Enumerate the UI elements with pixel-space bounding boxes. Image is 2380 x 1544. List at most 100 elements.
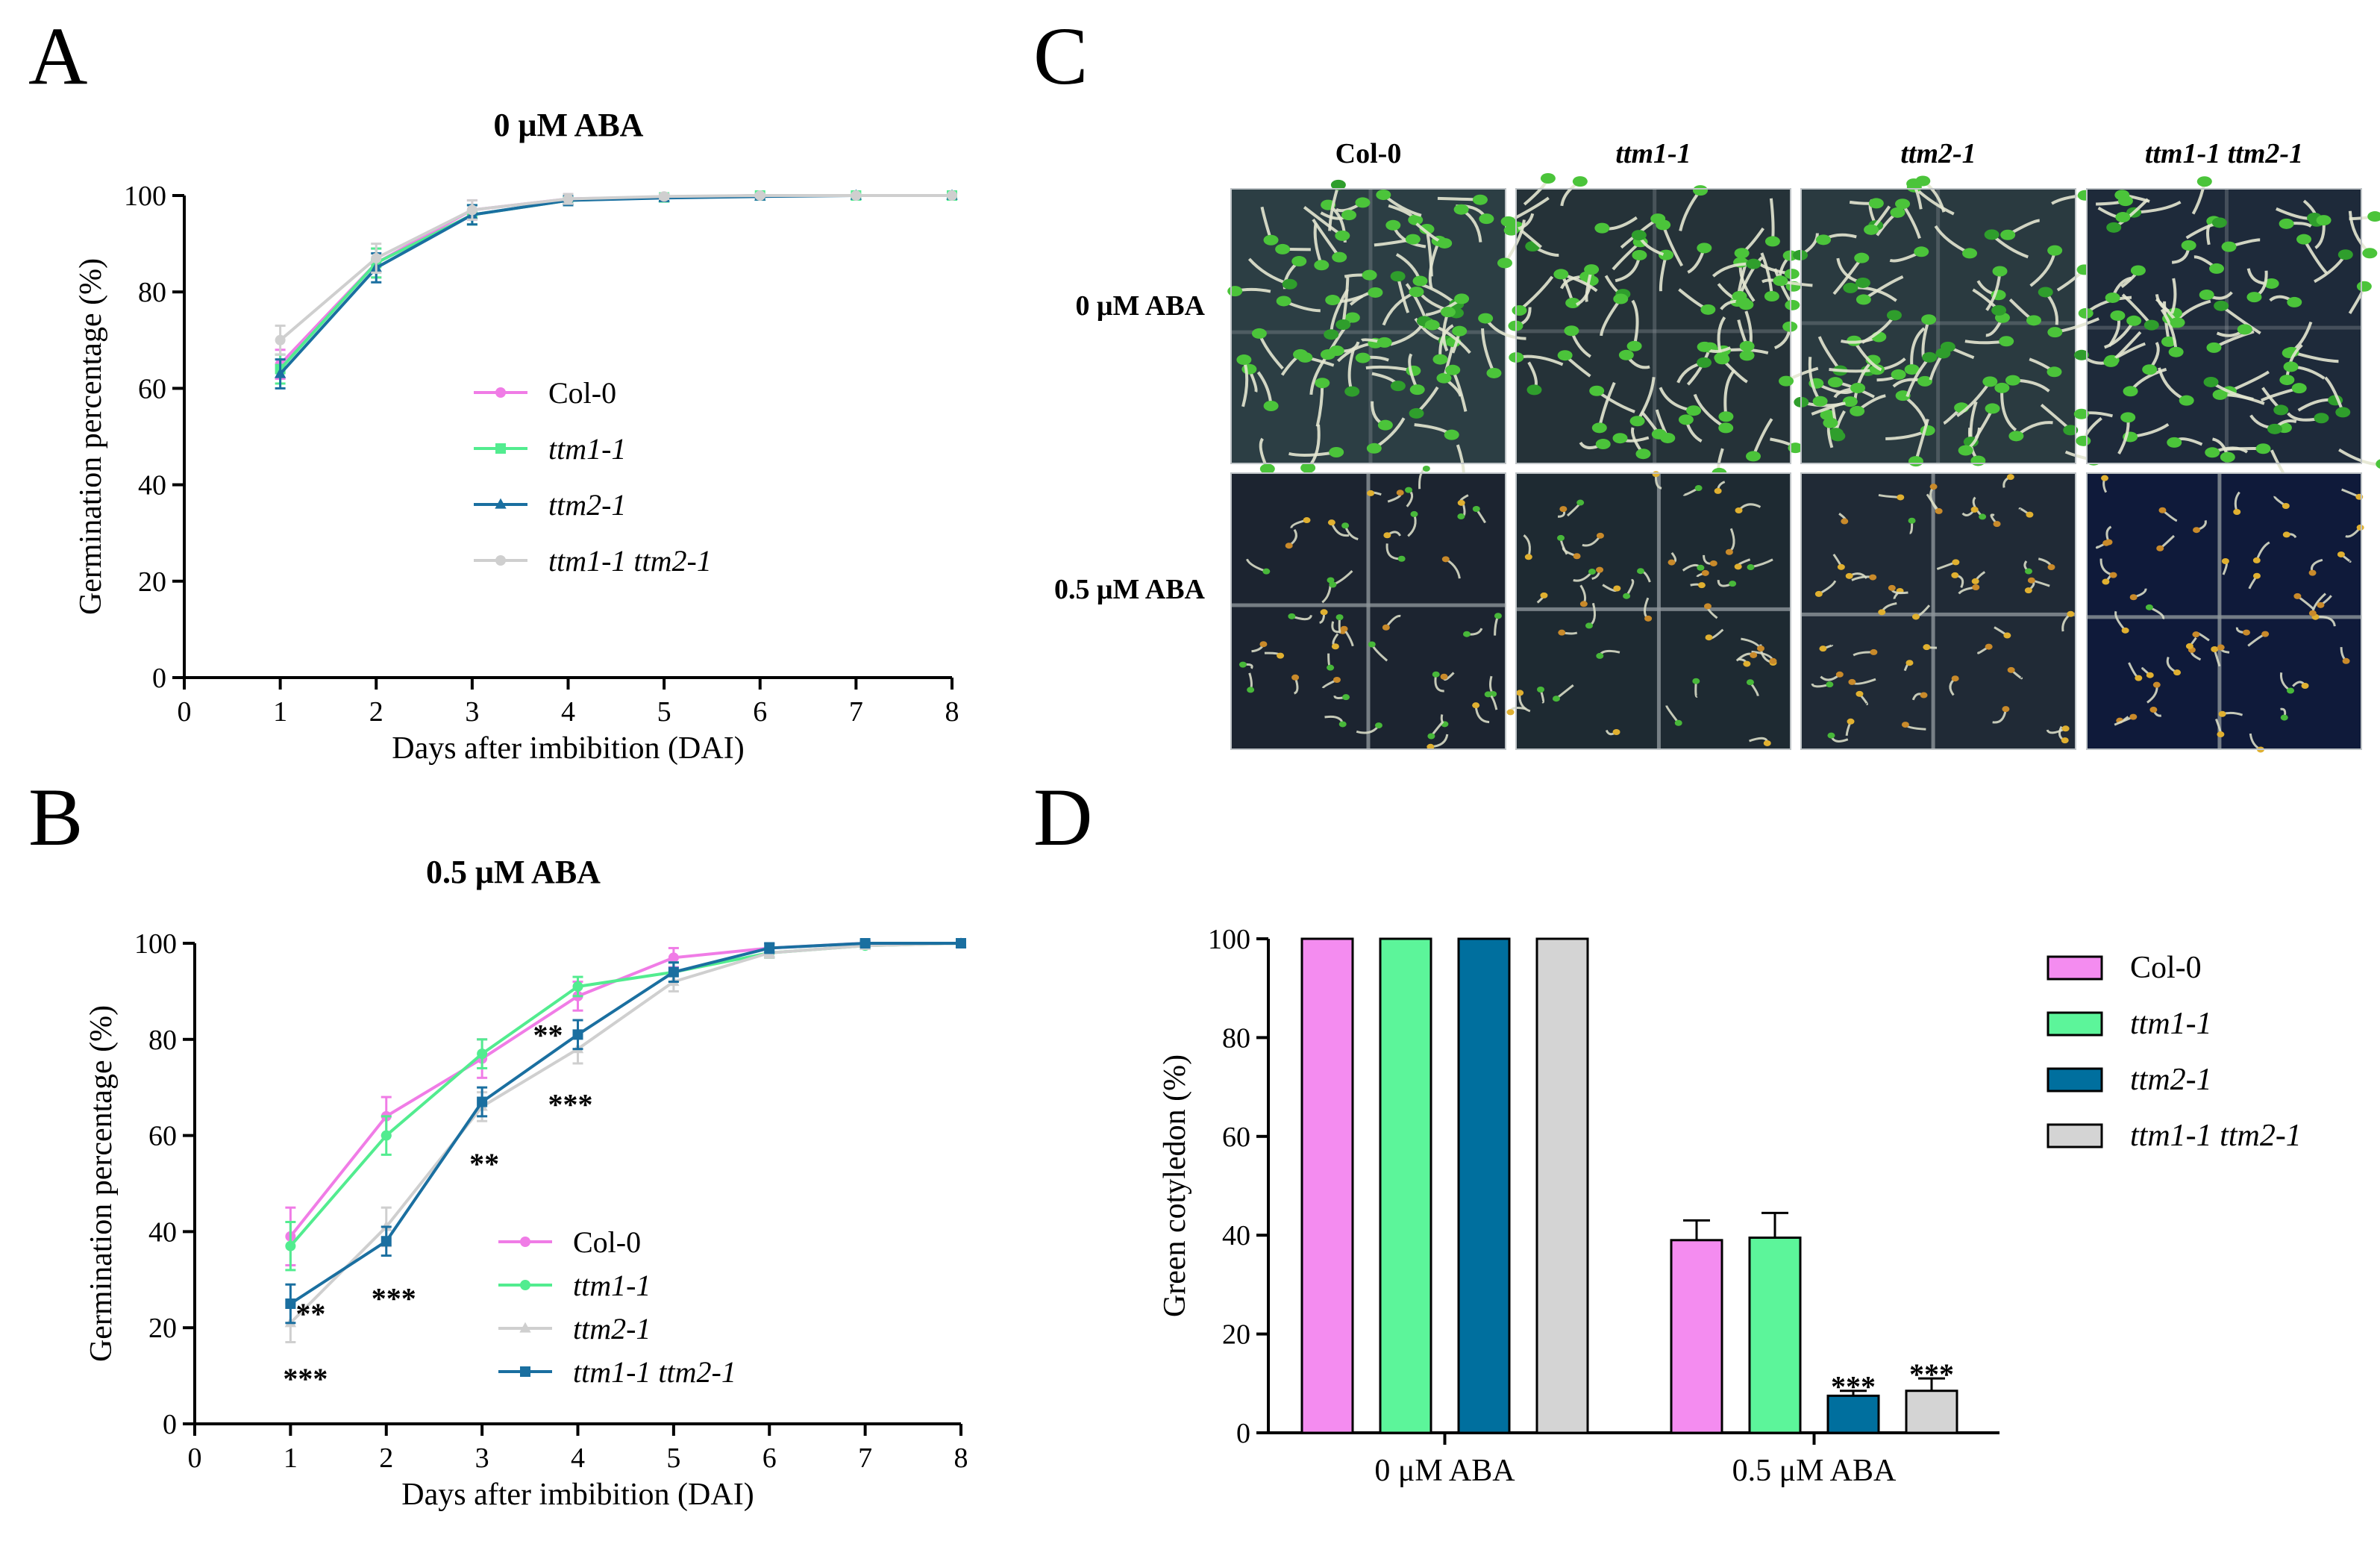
seedling-cotyledon bbox=[1922, 351, 1938, 363]
seedling-cotyledon bbox=[2287, 296, 2302, 307]
seedling-cotyledon bbox=[2158, 507, 2167, 513]
data-point bbox=[764, 943, 775, 954]
seedling-cotyledon bbox=[2261, 631, 2270, 637]
seedling-cotyledon bbox=[1390, 381, 1406, 392]
data-point bbox=[659, 191, 670, 202]
significance-marker: *** bbox=[548, 1088, 593, 1122]
seedling-cotyledon bbox=[2181, 240, 2196, 251]
seedling-cotyledon bbox=[1895, 199, 1911, 210]
seedling-cotyledon bbox=[1905, 660, 1914, 666]
y-tick-label: 60 bbox=[138, 373, 166, 404]
seedling-cotyledon bbox=[1397, 555, 1406, 562]
legend-swatch bbox=[2047, 1011, 2103, 1037]
y-tick-label: 100 bbox=[1208, 924, 1250, 955]
seedling-cotyledon bbox=[2047, 366, 2062, 378]
seedling-cotyledon bbox=[1694, 485, 1703, 492]
seedling-cotyledon bbox=[1746, 258, 1761, 269]
data-point bbox=[285, 1298, 296, 1309]
seedling-cotyledon bbox=[1705, 634, 1713, 641]
photo-row-label: 0.5 μM ABA bbox=[1054, 574, 1206, 605]
seedling-cotyledon bbox=[1951, 572, 1959, 578]
significance-marker: ** bbox=[533, 1018, 563, 1051]
seedling-cotyledon bbox=[1739, 340, 1755, 351]
seedling-cotyledon bbox=[2120, 412, 2136, 423]
seedling-cotyledon bbox=[1437, 237, 1453, 249]
series-line bbox=[289, 942, 961, 1305]
seedling-photo bbox=[1773, 175, 2102, 467]
seedling-cotyledon bbox=[2007, 666, 2015, 673]
seedling-cotyledon bbox=[1904, 364, 1920, 375]
photo-frame bbox=[1230, 188, 1506, 464]
seedling-cotyledon bbox=[1419, 224, 1435, 235]
seedling-cotyledon bbox=[1406, 365, 1421, 376]
series-line bbox=[279, 194, 952, 375]
seedling-cotyledon bbox=[1452, 325, 1468, 337]
seedling-cotyledon bbox=[1835, 671, 1844, 678]
photo-background bbox=[1231, 189, 1506, 463]
seedling-cotyledon bbox=[1644, 615, 1653, 622]
seedling-cotyledon bbox=[2255, 443, 2271, 454]
seedling-cotyledon bbox=[1929, 484, 1938, 490]
seedling-cotyledon bbox=[1259, 641, 1268, 648]
x-tick-label: 7 bbox=[858, 1443, 872, 1474]
x-tick-label: 1 bbox=[273, 696, 287, 728]
photo-frame bbox=[2086, 472, 2362, 750]
y-tick-label: 0 bbox=[1236, 1418, 1250, 1449]
seedling-cotyledon bbox=[2047, 564, 2055, 571]
y-axis-label: Green cotyledon (%) bbox=[1158, 1054, 1192, 1317]
seedling-cotyledon bbox=[2061, 737, 2069, 744]
seedling-cotyledon bbox=[1623, 593, 1631, 599]
seedling-cotyledon bbox=[1659, 249, 1674, 260]
x-tick-label: 2 bbox=[379, 1443, 393, 1474]
seedling-cotyledon bbox=[1746, 679, 1754, 686]
legend-marker bbox=[520, 1366, 530, 1377]
seedling-cotyledon bbox=[1259, 463, 1275, 475]
seedling-cotyledon bbox=[1376, 190, 1391, 201]
photo-background bbox=[1516, 473, 1791, 749]
seedling-cotyledon bbox=[1692, 678, 1700, 684]
legend-label: Col-0 bbox=[548, 376, 616, 410]
photo-frame bbox=[1515, 188, 1791, 464]
bar bbox=[1300, 937, 1354, 1434]
series-line bbox=[289, 942, 961, 1238]
seedling-cotyledon bbox=[1972, 584, 1980, 591]
y-tick-label: 40 bbox=[148, 1216, 177, 1248]
seedling-cotyledon bbox=[2027, 577, 2035, 584]
seedling-cotyledon bbox=[1405, 487, 1413, 493]
seedling-cotyledon bbox=[1651, 428, 1667, 440]
seedling-cotyledon bbox=[1908, 517, 1916, 524]
seedling-cotyledon bbox=[1596, 532, 1604, 539]
legend-label: ttm1-1 bbox=[573, 1269, 651, 1302]
seedling-cotyledon bbox=[1837, 563, 1845, 570]
seedling-cotyledon bbox=[2026, 315, 2042, 326]
seedling-cotyledon bbox=[1697, 341, 1712, 352]
x-tick-label: 5 bbox=[657, 696, 671, 728]
seedling-cotyledon bbox=[1497, 257, 1512, 269]
seedling-cotyledon bbox=[1594, 222, 1610, 234]
seedling-cotyledon bbox=[1914, 246, 1929, 257]
seedling-cotyledon bbox=[1247, 687, 1255, 693]
seedling-cotyledon bbox=[1714, 354, 1730, 365]
chart-a-title: 0 μM ABA bbox=[494, 107, 644, 143]
seedling-cotyledon bbox=[1331, 643, 1339, 650]
series-line bbox=[279, 194, 952, 342]
seedling-cotyledon bbox=[1850, 405, 1865, 416]
seedling-cotyledon bbox=[2209, 263, 2225, 274]
seedling-cotyledon bbox=[2199, 290, 2214, 301]
seedling-cotyledon bbox=[1588, 569, 1596, 575]
seedling-cotyledon bbox=[1327, 577, 1335, 584]
seedling-cotyledon bbox=[2211, 646, 2219, 652]
seedling-cotyledon bbox=[1440, 673, 1448, 680]
seedling-cotyledon bbox=[1324, 329, 1339, 340]
seedling-cotyledon bbox=[2005, 375, 2020, 386]
seedling-cotyledon bbox=[1855, 277, 1870, 288]
series-ttm1-1 bbox=[285, 938, 966, 1272]
seedling-cotyledon bbox=[1494, 613, 1502, 619]
data-point bbox=[285, 1240, 296, 1251]
bar bbox=[1379, 937, 1432, 1434]
seedling-cotyledon bbox=[1788, 443, 1803, 454]
seedling-cotyledon bbox=[1845, 572, 1853, 579]
seedling-cotyledon bbox=[1734, 248, 1750, 259]
seedling-cotyledon bbox=[1951, 675, 1959, 682]
